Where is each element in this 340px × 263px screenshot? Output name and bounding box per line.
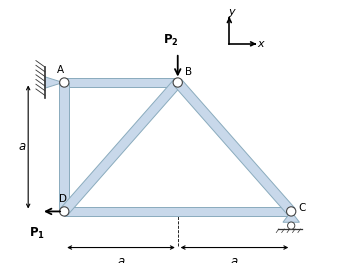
Text: a: a (117, 255, 125, 263)
Text: $\mathbf{P_1}$: $\mathbf{P_1}$ (29, 226, 45, 241)
Text: $\mathbf{P_2}$: $\mathbf{P_2}$ (164, 33, 179, 48)
Circle shape (59, 207, 69, 216)
Polygon shape (59, 83, 69, 211)
Polygon shape (174, 79, 295, 215)
Text: y: y (228, 7, 235, 17)
Text: D: D (59, 194, 67, 204)
Polygon shape (283, 211, 300, 222)
Polygon shape (64, 78, 178, 87)
Text: a: a (19, 140, 26, 154)
Circle shape (288, 222, 295, 229)
Polygon shape (45, 77, 63, 88)
Text: x: x (257, 39, 264, 49)
Text: A: A (57, 65, 64, 75)
Text: a: a (231, 255, 238, 263)
Text: B: B (185, 67, 192, 77)
Polygon shape (61, 79, 182, 215)
Circle shape (287, 207, 296, 216)
Circle shape (173, 78, 182, 87)
Circle shape (59, 78, 69, 87)
Polygon shape (64, 206, 291, 216)
Text: C: C (298, 203, 305, 213)
